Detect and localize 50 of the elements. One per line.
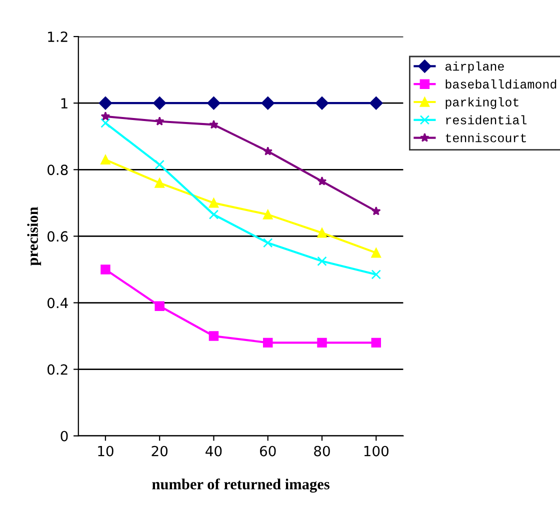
y-tick-label: 1 bbox=[61, 98, 68, 108]
y-tick-label: 0 bbox=[60, 430, 68, 442]
x-axis-title: number of returned images bbox=[152, 478, 330, 493]
y-tick-label: 0.4 bbox=[48, 298, 68, 308]
y-tick-label: 1.2 bbox=[48, 32, 68, 42]
point bbox=[100, 154, 110, 165]
legend-label: baseballdiamond bbox=[446, 79, 556, 89]
legend-label: parkinglot bbox=[446, 97, 518, 109]
y-axis-title: precision bbox=[27, 206, 42, 266]
point bbox=[317, 256, 327, 266]
point bbox=[263, 338, 273, 348]
legend-label: airplane bbox=[445, 62, 504, 74]
x-tick-label: 10 bbox=[98, 446, 114, 456]
point bbox=[208, 198, 219, 208]
point bbox=[154, 160, 164, 170]
point bbox=[370, 96, 383, 110]
point bbox=[317, 176, 327, 186]
y-tick-label: 0.2 bbox=[48, 364, 68, 375]
x-tick-label: 20 bbox=[152, 446, 168, 456]
point bbox=[261, 96, 274, 110]
x-tick-label: 60 bbox=[260, 446, 276, 456]
point bbox=[263, 210, 273, 220]
point bbox=[208, 331, 219, 341]
point bbox=[371, 338, 381, 348]
legend-label: residential bbox=[446, 115, 527, 124]
point bbox=[154, 301, 164, 311]
point bbox=[317, 228, 327, 238]
y-tick-label: 0.8 bbox=[48, 164, 68, 176]
y-tick-label: 0.6 bbox=[48, 231, 68, 242]
x-tick-label: 80 bbox=[314, 446, 330, 456]
point bbox=[100, 264, 110, 274]
point bbox=[154, 178, 164, 188]
x-tick-label: 100 bbox=[364, 446, 388, 456]
point bbox=[371, 270, 381, 280]
point bbox=[263, 146, 273, 156]
x-tick-label: 40 bbox=[206, 446, 222, 456]
legend-label: tenniscourt bbox=[446, 133, 526, 142]
point bbox=[98, 96, 112, 110]
point bbox=[100, 118, 110, 128]
point bbox=[207, 96, 220, 110]
point bbox=[317, 338, 327, 348]
point bbox=[371, 206, 381, 216]
point bbox=[315, 96, 329, 110]
point bbox=[209, 120, 218, 129]
point bbox=[371, 248, 381, 258]
point bbox=[154, 116, 164, 126]
point bbox=[153, 96, 166, 110]
point bbox=[263, 238, 273, 248]
point bbox=[208, 210, 219, 220]
point bbox=[100, 112, 110, 120]
